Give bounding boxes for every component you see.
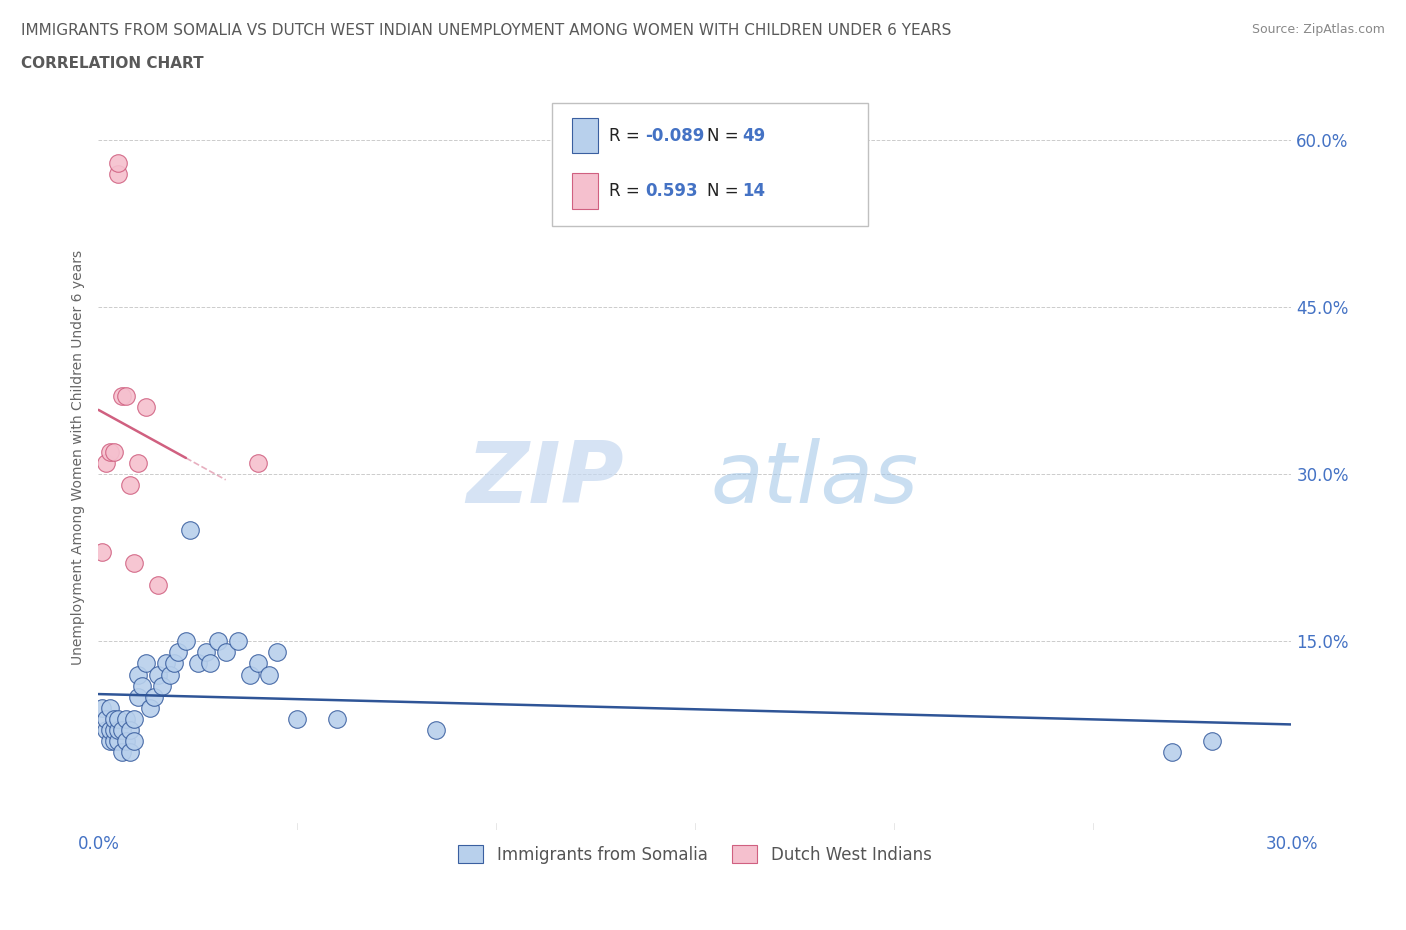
Point — [103, 723, 125, 737]
Point — [96, 723, 118, 737]
Point — [115, 711, 138, 726]
Point — [115, 734, 138, 749]
Point — [194, 644, 217, 659]
Point — [107, 723, 129, 737]
Point — [127, 456, 149, 471]
Point — [127, 689, 149, 704]
Text: N =: N = — [707, 182, 744, 201]
Point — [146, 578, 169, 593]
Point — [107, 166, 129, 181]
Point — [107, 734, 129, 749]
Point — [103, 711, 125, 726]
Point — [98, 734, 121, 749]
Point — [111, 745, 134, 760]
Point — [115, 389, 138, 404]
Point — [107, 711, 129, 726]
FancyBboxPatch shape — [551, 103, 868, 226]
Point — [122, 556, 145, 571]
Point — [207, 633, 229, 648]
Point — [96, 456, 118, 471]
Point — [198, 656, 221, 671]
Point — [135, 400, 157, 415]
Point — [159, 667, 181, 682]
Text: ZIP: ZIP — [465, 438, 623, 522]
Point — [266, 644, 288, 659]
Point — [1161, 745, 1184, 760]
Point — [226, 633, 249, 648]
Point — [1201, 734, 1223, 749]
Text: R =: R = — [609, 182, 651, 201]
Text: Source: ZipAtlas.com: Source: ZipAtlas.com — [1251, 23, 1385, 36]
Point — [143, 689, 166, 704]
Point — [122, 734, 145, 749]
Point — [120, 745, 142, 760]
Y-axis label: Unemployment Among Women with Children Under 6 years: Unemployment Among Women with Children U… — [72, 250, 86, 665]
Point — [131, 678, 153, 693]
Point — [139, 700, 162, 715]
Point — [326, 711, 349, 726]
Text: 0.593: 0.593 — [645, 182, 697, 201]
Point — [98, 445, 121, 459]
Text: IMMIGRANTS FROM SOMALIA VS DUTCH WEST INDIAN UNEMPLOYMENT AMONG WOMEN WITH CHILD: IMMIGRANTS FROM SOMALIA VS DUTCH WEST IN… — [21, 23, 952, 38]
Point — [146, 667, 169, 682]
Point — [187, 656, 209, 671]
Point — [111, 723, 134, 737]
Point — [98, 700, 121, 715]
Legend: Immigrants from Somalia, Dutch West Indians: Immigrants from Somalia, Dutch West Indi… — [451, 839, 938, 870]
Point — [174, 633, 197, 648]
Point — [120, 478, 142, 493]
Point — [111, 389, 134, 404]
Point — [120, 723, 142, 737]
Point — [91, 700, 114, 715]
Point — [179, 523, 201, 538]
Point — [107, 155, 129, 170]
Text: 49: 49 — [742, 127, 766, 145]
Point — [103, 734, 125, 749]
Point — [135, 656, 157, 671]
Point — [215, 644, 238, 659]
Point — [91, 545, 114, 560]
Point — [155, 656, 177, 671]
FancyBboxPatch shape — [572, 173, 599, 209]
Point — [127, 667, 149, 682]
Point — [150, 678, 173, 693]
Text: -0.089: -0.089 — [645, 127, 704, 145]
Point — [122, 711, 145, 726]
Point — [103, 445, 125, 459]
Point — [98, 723, 121, 737]
Point — [96, 711, 118, 726]
Text: CORRELATION CHART: CORRELATION CHART — [21, 56, 204, 71]
Point — [259, 667, 281, 682]
Text: R =: R = — [609, 127, 645, 145]
Point — [246, 456, 269, 471]
Point — [238, 667, 260, 682]
Point — [246, 656, 269, 671]
Text: N =: N = — [707, 127, 744, 145]
FancyBboxPatch shape — [572, 117, 599, 153]
Point — [285, 711, 308, 726]
Point — [163, 656, 186, 671]
Text: 14: 14 — [742, 182, 766, 201]
Point — [425, 723, 447, 737]
Point — [167, 644, 190, 659]
Text: atlas: atlas — [710, 438, 918, 522]
